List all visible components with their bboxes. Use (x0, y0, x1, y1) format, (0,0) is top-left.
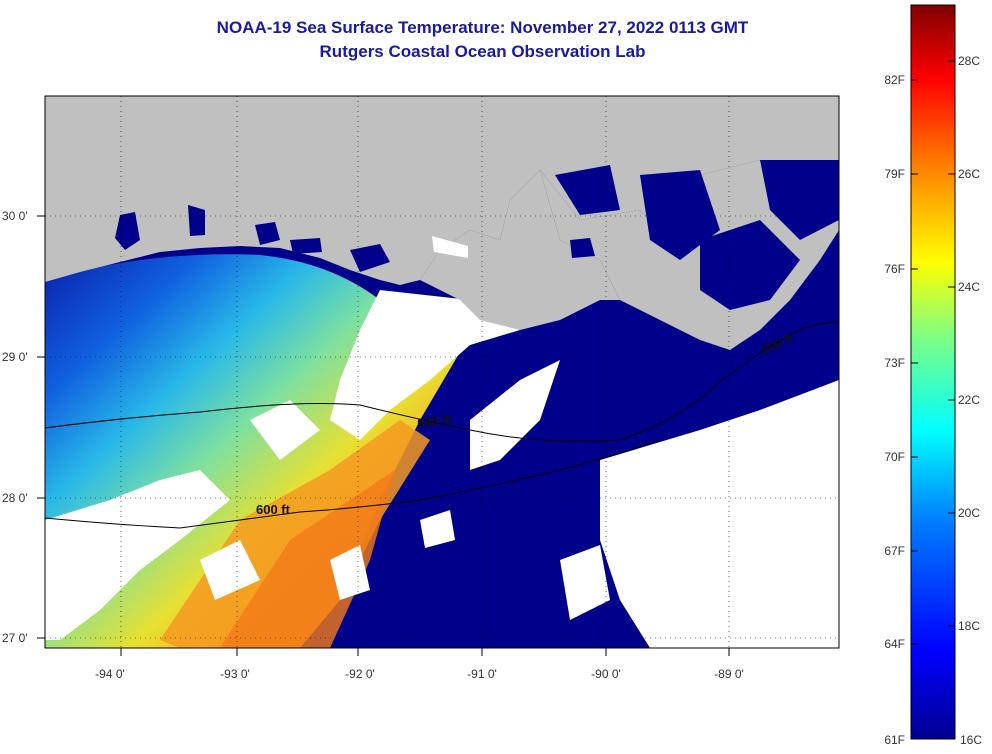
fahrenheit-label: 73F (884, 356, 905, 370)
lat-label: 30 0' (2, 209, 28, 223)
map-frame (44, 95, 840, 649)
contour-label-2: 600 ft (416, 411, 452, 431)
celsius-label: 20C (958, 506, 980, 520)
celsius-label: 24C (958, 280, 980, 294)
colorbar-celsius-labels: 28C 26C 24C 22C 20C 18C 16C (958, 54, 982, 747)
fahrenheit-label: 82F (884, 73, 905, 87)
fahrenheit-label: 67F (884, 544, 905, 558)
lon-label: -93 0' (220, 667, 250, 681)
map-title: NOAA-19 Sea Surface Temperature: Novembe… (216, 18, 749, 37)
grid-lines (45, 96, 839, 648)
colorbar-fahrenheit-labels: 82F 79F 76F 73F 70F 67F 64F 61F (884, 73, 905, 747)
celsius-label: 16C (960, 733, 982, 747)
fahrenheit-label: 76F (884, 262, 905, 276)
fahrenheit-label: 61F (884, 733, 905, 747)
lat-label: 27 0' (2, 631, 28, 645)
lat-label: 29 0' (2, 350, 28, 364)
axis-ticks (37, 215, 730, 656)
lat-label: 28 0' (2, 491, 28, 505)
depth-contour (45, 321, 839, 442)
fahrenheit-label: 79F (884, 167, 905, 181)
lon-label: -90 0' (591, 667, 621, 681)
celsius-label: 26C (958, 167, 980, 181)
lon-label: -91 0' (467, 667, 497, 681)
fahrenheit-label: 64F (884, 637, 905, 651)
celsius-label: 18C (958, 619, 980, 633)
colorbar (910, 4, 956, 740)
lon-label: -94 0' (95, 667, 125, 681)
map-subtitle: Rutgers Coastal Ocean Observation Lab (319, 42, 646, 61)
celsius-label: 28C (958, 54, 980, 68)
cloud-cover (45, 290, 839, 648)
land-mass (45, 96, 839, 285)
contour-label-1: 600 ft (256, 502, 291, 517)
map-plot-area (45, 96, 839, 648)
lon-label: -92 0' (345, 667, 375, 681)
lon-label: -89 0' (714, 667, 744, 681)
fahrenheit-label: 70F (884, 450, 905, 464)
celsius-label: 22C (958, 393, 980, 407)
